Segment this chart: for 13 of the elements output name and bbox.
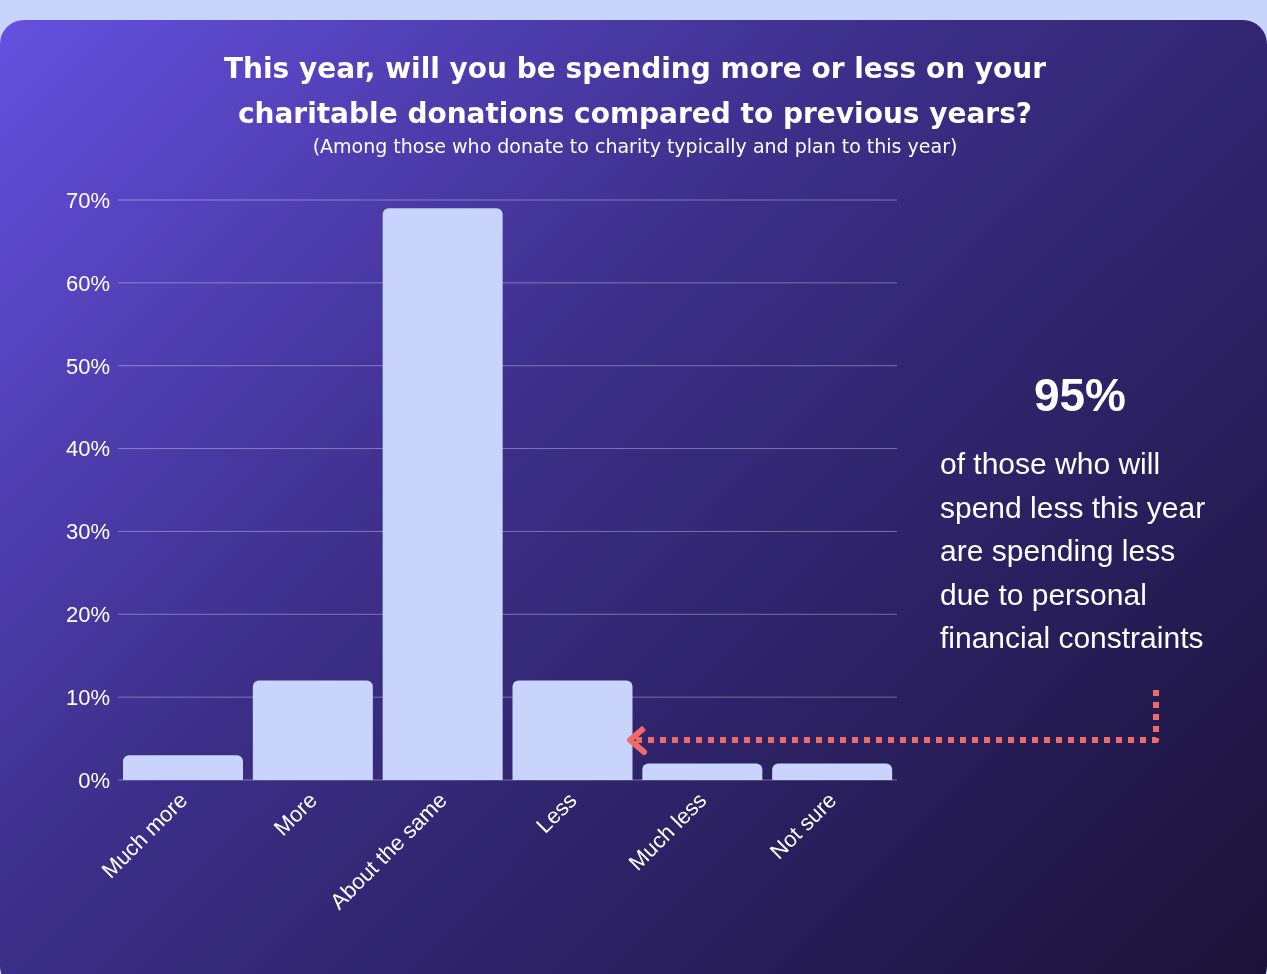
y-tick-label: 60% [65,270,110,296]
x-tick-label: Not sure [764,787,842,864]
y-tick-label: 40% [65,436,110,462]
y-tick-label: 0% [78,767,110,793]
chart-title: This year, will you be spending more or less on your charitable donations compared to previous years? [222,51,1048,132]
y-tick-label: 30% [65,519,110,545]
y-tick-label: 50% [65,353,110,379]
y-tick-label: 10% [65,684,110,710]
y-tick-label: 70% [65,187,110,213]
text: 95% [1032,368,1128,422]
chart-subtitle: (Among those who donate to charity typically and plan to this year) [311,135,959,157]
text: of those who will spend less this year are spending less due to personal financial constraints [940,446,1207,656]
y-tick-label: 20% [65,602,110,628]
